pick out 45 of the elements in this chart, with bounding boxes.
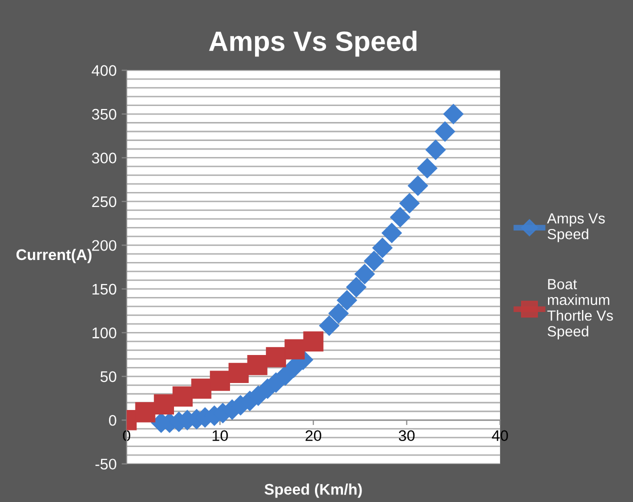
- point: [443, 104, 464, 124]
- point: [303, 331, 324, 352]
- point: [390, 207, 410, 228]
- y-tick-label: 250: [92, 196, 116, 208]
- point: [328, 303, 349, 324]
- point: [425, 140, 446, 160]
- y-tick-label: 100: [92, 328, 116, 338]
- x-tick-label: 10: [212, 430, 228, 442]
- x-tick-label: 0: [122, 430, 130, 442]
- point: [172, 386, 193, 407]
- point: [408, 176, 428, 196]
- y-tick-label: 400: [92, 65, 116, 76]
- y-tick-label: 150: [92, 284, 116, 295]
- legend-label: Boat maximum Thortle Vs Speed: [547, 279, 613, 340]
- y-axis-title: Current(A): [16, 248, 92, 264]
- chart-title: Amps Vs Speed: [209, 30, 416, 57]
- point: [154, 394, 174, 414]
- y-tick-label: 200: [92, 240, 116, 251]
- point: [191, 378, 212, 399]
- x-tick-label: 30: [398, 430, 415, 442]
- point: [210, 370, 230, 391]
- point: [266, 347, 286, 368]
- x-tick-label: 40: [492, 430, 508, 442]
- point: [336, 290, 358, 310]
- y-tick-label: 300: [92, 152, 116, 164]
- y-tick-label: 0: [108, 414, 116, 426]
- x-tick-label: 20: [306, 430, 322, 442]
- point: [382, 222, 402, 244]
- point: [434, 121, 456, 142]
- point: [354, 264, 375, 284]
- point: [399, 193, 420, 214]
- point: [372, 238, 393, 258]
- point: [346, 277, 366, 298]
- point: [364, 250, 384, 272]
- y-tick-label: 50: [100, 371, 116, 382]
- x-axis-title: Speed (Km/h): [264, 484, 362, 498]
- point: [228, 362, 249, 383]
- y-tick-label: 350: [92, 108, 116, 120]
- point: [319, 315, 340, 336]
- point: [417, 158, 438, 178]
- y-tick-label: -50: [95, 458, 116, 470]
- legend-label: Amps Vs Speed: [547, 213, 605, 242]
- point: [247, 354, 268, 376]
- point: [135, 402, 156, 422]
- point: [284, 339, 305, 360]
